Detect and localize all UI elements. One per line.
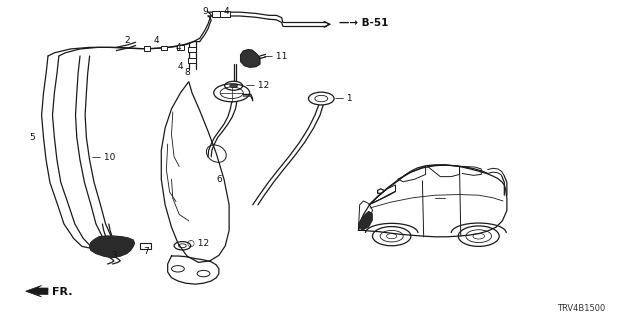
Bar (212, 11, 223, 17)
Text: 8: 8 (184, 68, 189, 76)
Text: 4: 4 (175, 43, 180, 52)
Text: — 11: — 11 (264, 52, 288, 61)
Text: 7: 7 (143, 247, 148, 256)
Bar (188, 58, 196, 63)
Bar (140, 243, 151, 249)
Text: 4: 4 (178, 62, 183, 71)
Text: — 10: — 10 (92, 153, 115, 162)
Polygon shape (241, 50, 260, 67)
Polygon shape (26, 285, 48, 297)
Bar (220, 11, 230, 17)
Text: 4: 4 (154, 36, 159, 45)
Bar (144, 46, 150, 51)
Text: 3: 3 (111, 252, 116, 260)
Polygon shape (358, 211, 372, 230)
Text: — 12: — 12 (246, 81, 269, 90)
Text: —→ B-51: —→ B-51 (339, 18, 388, 28)
Text: FR.: FR. (52, 287, 73, 297)
Text: ○ 12: ○ 12 (187, 239, 209, 248)
Text: 6: 6 (216, 175, 222, 184)
Text: — 1: — 1 (335, 94, 353, 103)
Circle shape (230, 84, 237, 88)
Bar (177, 45, 184, 50)
Text: 4: 4 (224, 7, 230, 16)
Text: 9: 9 (202, 7, 208, 16)
Text: 5: 5 (29, 133, 35, 142)
Text: 2: 2 (124, 36, 129, 45)
Bar (161, 46, 167, 51)
Text: TRV4B1500: TRV4B1500 (557, 304, 605, 313)
Polygon shape (90, 236, 134, 258)
Bar (188, 47, 196, 52)
